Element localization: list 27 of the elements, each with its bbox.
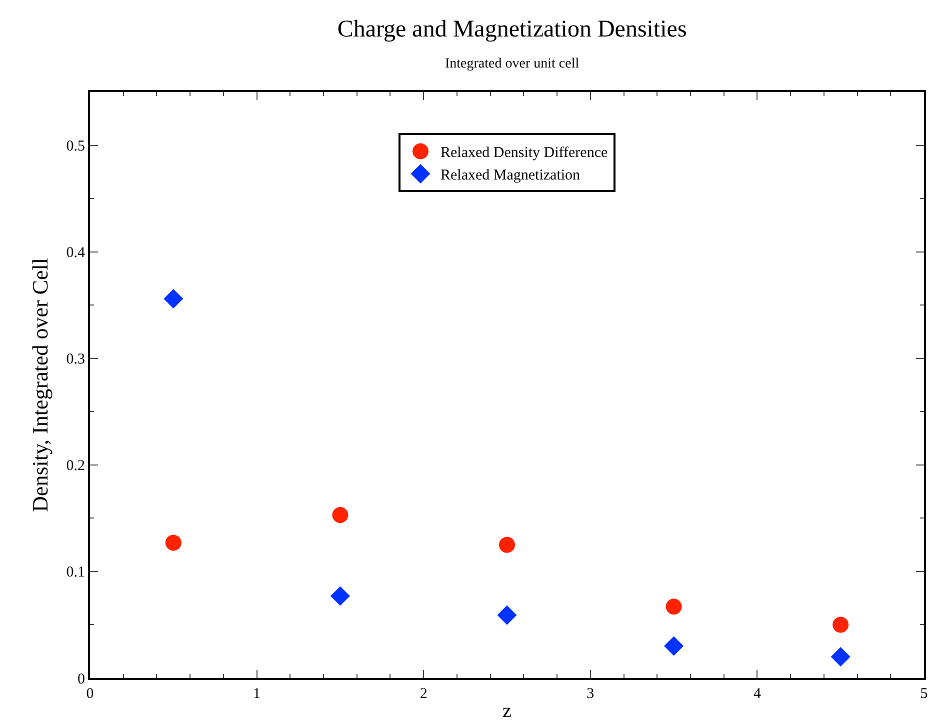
x-axis-title: z	[502, 700, 512, 722]
point	[164, 288, 184, 308]
point	[832, 616, 849, 633]
point	[165, 534, 182, 551]
point	[497, 605, 517, 625]
y-tick-label: 0.5	[66, 138, 85, 155]
point	[664, 636, 684, 656]
point	[332, 506, 348, 523]
x-tick-label: 1	[253, 686, 261, 702]
legend-label: Relaxed Density Difference	[440, 145, 608, 162]
x-tick-label: 5	[920, 686, 928, 702]
y-tick-label: 0.1	[66, 564, 85, 581]
y-tick-label: 0	[78, 671, 85, 688]
chart-subtitle: Integrated over unit cell	[444, 56, 580, 72]
point	[330, 586, 350, 606]
y-tick-label: 0.2	[66, 458, 85, 474]
y-axis-title: Density, Integrated over Cell	[28, 258, 53, 512]
legend-label: Relaxed Magnetization	[440, 168, 581, 184]
chart-title: Charge and Magnetization Densities	[337, 16, 687, 42]
point	[666, 598, 682, 615]
point	[499, 536, 515, 553]
point	[830, 646, 850, 666]
y-tick-label: 0.4	[66, 245, 86, 262]
x-tick-label: 2	[420, 686, 428, 702]
x-tick-label: 4	[753, 686, 762, 702]
x-tick-label: 3	[586, 686, 594, 702]
y-tick-label: 0.3	[66, 352, 85, 368]
